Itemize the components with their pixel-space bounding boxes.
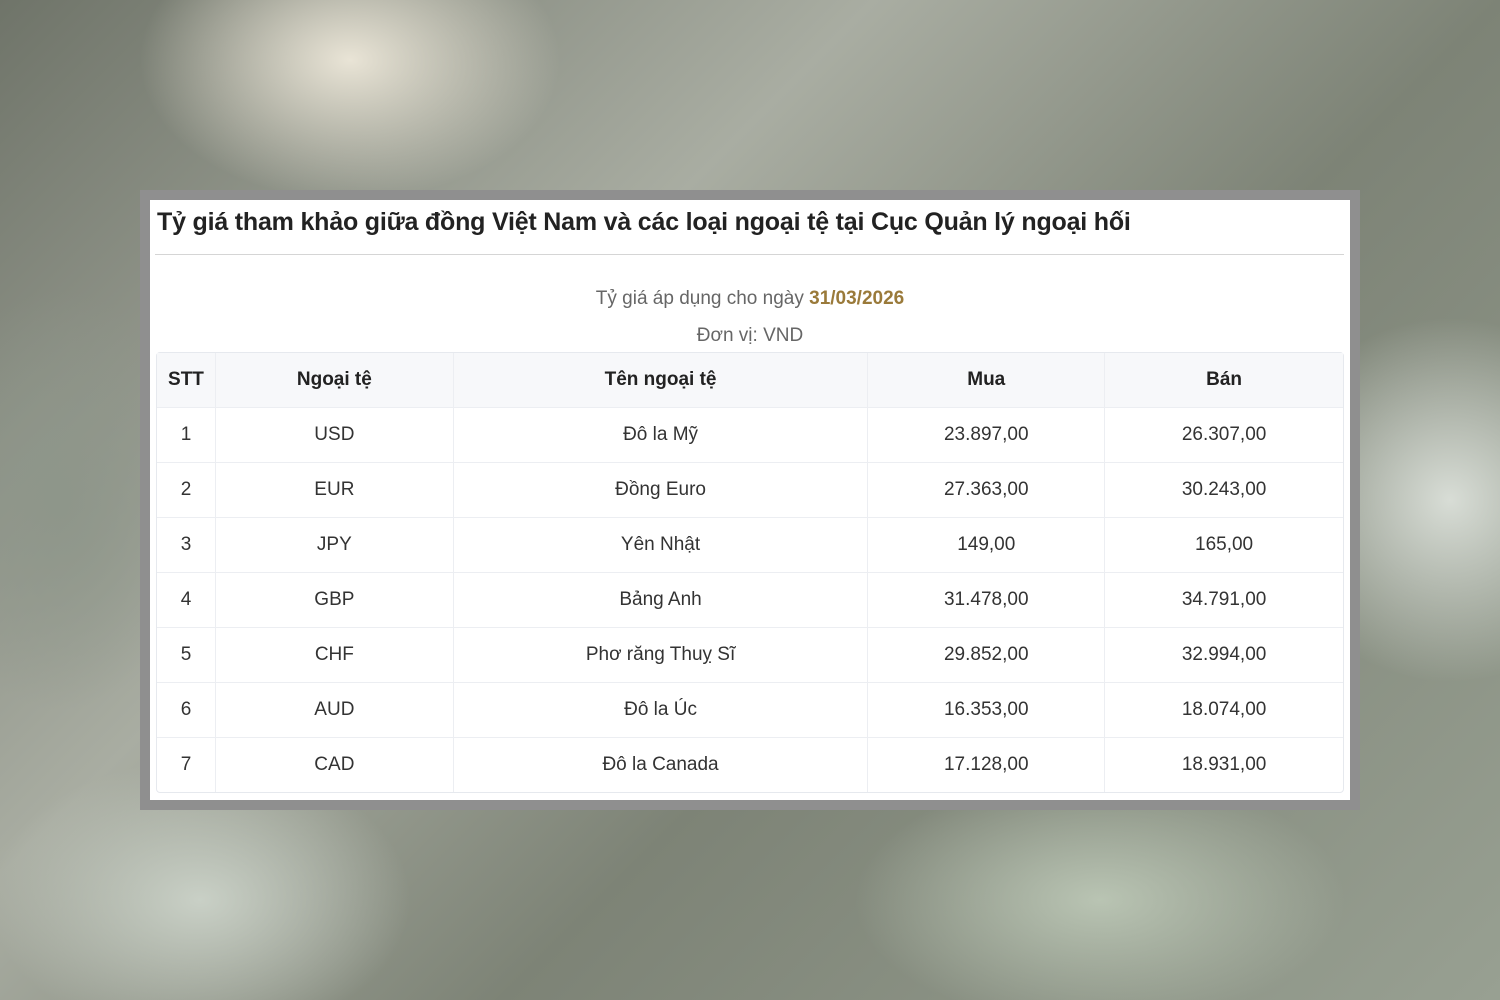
cell-name: Đô la Mỹ: [453, 408, 869, 463]
cell-buy: 16.353,00: [868, 683, 1106, 738]
page-title: Tỷ giá tham khảo giữa đồng Việt Nam và c…: [157, 208, 1131, 236]
cell-code: CHF: [215, 628, 454, 683]
cell-sell: 32.994,00: [1105, 628, 1343, 683]
table-row: 2 EUR Đồng Euro 27.363,00 30.243,00: [157, 463, 1343, 518]
cell-stt: 7: [157, 738, 216, 792]
cell-stt: 5: [157, 628, 216, 683]
cell-buy: 149,00: [868, 518, 1106, 573]
date-value: 31/03/2026: [809, 288, 905, 309]
cell-stt: 6: [157, 683, 216, 738]
unit-label: Đơn vị: VND: [696, 325, 804, 346]
cell-code: GBP: [215, 573, 454, 628]
cell-name: Yên Nhật: [453, 518, 869, 573]
cell-name: Phơ răng Thuỵ Sĩ: [453, 628, 869, 683]
table-row: 4 GBP Bảng Anh 31.478,00 34.791,00: [157, 573, 1343, 628]
cell-code: USD: [215, 408, 454, 463]
cell-sell: 18.931,00: [1181, 754, 1267, 775]
cell-sell: 165,00: [1105, 518, 1343, 573]
cell-stt: 1: [157, 408, 216, 463]
column-header-stt: STT: [157, 353, 216, 408]
cell-name: Đô la Canada: [454, 738, 869, 792]
cell-sell: 18.074,00: [1105, 683, 1343, 738]
column-header-name: Tên ngoại tệ: [453, 353, 869, 408]
table-row: 5 CHF Phơ răng Thuỵ Sĩ 29.852,00 32.994,00: [157, 628, 1343, 683]
cell-name: Đô la Úc: [453, 683, 869, 738]
cell-name: Bảng Anh: [453, 573, 869, 628]
exchange-rate-table: STT Ngoại tệ Tên ngoại tệ Mua Bán 1 USD Đô la …: [156, 352, 1344, 793]
table-row: 3 JPY Yên Nhật 149,00 165,00: [157, 518, 1343, 573]
cell-buy: 31.478,00: [868, 573, 1106, 628]
date-label: Tỷ giá áp dụng cho ngày: [595, 288, 804, 309]
cell-code: EUR: [215, 463, 454, 518]
cell-sell: 30.243,00: [1105, 463, 1343, 518]
column-header-buy: Mua: [868, 353, 1106, 408]
table-row: 1 USD Đô la Mỹ 23.897,00 26.307,00: [157, 408, 1343, 463]
cell-buy: 17.128,00: [868, 738, 1106, 792]
column-header-code: Ngoại tệ: [215, 353, 454, 408]
date-line: Tỷ giá áp dụng cho ngày 31/03/2026: [150, 288, 1350, 310]
cell-buy: 27.363,00: [868, 463, 1106, 518]
cell-sell: 34.791,00: [1105, 573, 1343, 628]
cell-stt: 2: [157, 463, 216, 518]
cell-buy: 23.897,00: [868, 408, 1106, 463]
divider: [155, 254, 1344, 255]
cell-stt: 4: [157, 573, 216, 628]
cell-code: AUD: [215, 683, 454, 738]
table-header-row: STT Ngoại tệ Tên ngoại tệ Mua Bán: [157, 353, 1343, 408]
table-row: 6 AUD Đô la Úc 16.353,00 18.074,00: [157, 683, 1343, 738]
column-header-sell: Bán: [1105, 353, 1343, 408]
exchange-rate-panel: Tỷ giá tham khảo giữa đồng Việt Nam và c…: [150, 200, 1350, 800]
cell-buy: 29.852,00: [868, 628, 1106, 683]
cell-code: JPY: [215, 518, 454, 573]
cell-name: Đồng Euro: [453, 463, 869, 518]
cell-sell: 26.307,00: [1105, 408, 1343, 463]
cell-stt: 3: [157, 518, 216, 573]
table-row: 7 CAD Đô la Canada 17.128,00 18.931,00: [157, 738, 1343, 792]
cell-code: CAD: [216, 738, 454, 792]
